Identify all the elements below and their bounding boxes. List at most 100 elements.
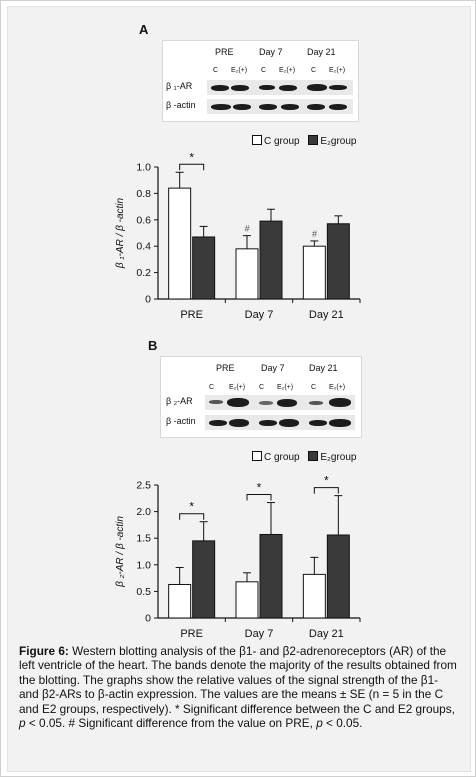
blot-a-strip-target bbox=[207, 80, 353, 95]
panel-b-letter: B bbox=[148, 338, 158, 353]
blot-b-lane-4: E₂(+) bbox=[277, 384, 294, 391]
blot-band bbox=[277, 399, 297, 407]
legend-label-e2: E₂group bbox=[320, 452, 357, 463]
blot-band bbox=[233, 104, 251, 110]
blot-a-lane-5: C bbox=[311, 67, 317, 74]
blot-a-row-actin: β -actin bbox=[166, 100, 196, 110]
y-tick-label: 0.2 bbox=[136, 267, 151, 279]
legend-swatch-c bbox=[252, 451, 262, 461]
blot-b: PRE Day 7 Day 21 C E₂(+) C E₂(+) C E₂(+)… bbox=[160, 356, 362, 438]
blot-band bbox=[259, 420, 277, 426]
blot-b-strip-target bbox=[205, 395, 355, 410]
caption-text: Western blotting analysis of the β1- and… bbox=[19, 644, 457, 716]
blot-band bbox=[231, 85, 249, 91]
blot-b-lane-1: C bbox=[209, 384, 215, 391]
x-tick-label: PRE bbox=[180, 309, 203, 321]
blot-band bbox=[307, 84, 327, 91]
legend-b: C group E₂group bbox=[252, 451, 357, 463]
caption-text-2: < 0.05. # Significant difference from th… bbox=[25, 716, 317, 731]
figure-caption: Figure 6: Western blotting analysis of t… bbox=[19, 644, 459, 730]
blot-band bbox=[259, 401, 273, 405]
significance-star: * bbox=[189, 150, 194, 164]
blot-band bbox=[229, 419, 249, 427]
significance-star: * bbox=[257, 481, 262, 495]
y-axis-label: β ₂-AR / β -actin bbox=[115, 516, 126, 588]
blot-b-row-actin: β -actin bbox=[166, 416, 196, 426]
x-tick-label: Day 7 bbox=[245, 309, 274, 321]
hash-marker: # bbox=[312, 229, 318, 239]
blot-a-row-target: β ₁-AR bbox=[166, 81, 193, 91]
blot-a-lane-3: C bbox=[261, 67, 267, 74]
significance-bracket bbox=[246, 494, 272, 501]
blot-band bbox=[309, 420, 327, 426]
blot-band bbox=[279, 419, 299, 427]
blot-band bbox=[309, 401, 323, 405]
legend-label-c: C group bbox=[264, 452, 300, 463]
legend-swatch-e2 bbox=[308, 451, 319, 461]
panel-a-letter: A bbox=[139, 22, 149, 37]
blot-b-lane-5: C bbox=[311, 384, 317, 391]
blot-b-strip-actin bbox=[205, 415, 355, 430]
legend-swatch-c bbox=[252, 135, 262, 145]
significance-star: * bbox=[324, 474, 329, 488]
blot-band bbox=[329, 419, 351, 427]
legend-a: C group E₂group bbox=[252, 135, 357, 147]
blot-a-lane-1: C bbox=[213, 67, 219, 74]
significance-bracket bbox=[313, 487, 339, 494]
hash-marker: # bbox=[244, 224, 250, 234]
blot-band bbox=[211, 85, 229, 91]
blot-band bbox=[259, 85, 275, 90]
caption-text-3: < 0.05. bbox=[322, 716, 363, 731]
y-tick-label: 0.5 bbox=[136, 586, 151, 598]
blot-a-timepoint-day21: Day 21 bbox=[307, 47, 336, 57]
significance-bracket bbox=[179, 163, 205, 171]
blot-band bbox=[259, 104, 277, 110]
blot-b-timepoint-day21: Day 21 bbox=[309, 363, 338, 373]
legend-swatch-e2 bbox=[308, 135, 319, 145]
blot-band bbox=[211, 104, 231, 110]
y-tick-label: 1.0 bbox=[136, 559, 151, 571]
y-tick-label: 0.8 bbox=[136, 188, 151, 200]
blot-band bbox=[279, 85, 297, 91]
y-tick-label: 1.0 bbox=[136, 162, 151, 174]
y-tick-label: 0 bbox=[145, 613, 151, 625]
bar-c-day7 bbox=[235, 581, 259, 619]
blot-a-lane-2: E₂(+) bbox=[231, 67, 248, 74]
blot-band bbox=[307, 104, 325, 110]
bar-e2-day7 bbox=[259, 533, 283, 619]
y-tick-label: 2.5 bbox=[136, 480, 151, 492]
caption-label: Figure 6: bbox=[19, 644, 69, 658]
legend-label-c: C group bbox=[264, 136, 300, 147]
blot-a-lane-4: E₂(+) bbox=[279, 67, 296, 74]
blot-b-row-target: β ₂-AR bbox=[166, 396, 193, 406]
blot-band bbox=[281, 104, 299, 110]
blot-band bbox=[209, 400, 223, 404]
x-tick-label: Day 7 bbox=[245, 628, 274, 640]
blot-b-timepoint-pre: PRE bbox=[216, 363, 235, 373]
blot-a-lane-6: E₂(+) bbox=[329, 67, 346, 74]
y-tick-label: 1.5 bbox=[136, 533, 151, 545]
legend-label-e2: E₂group bbox=[320, 136, 357, 147]
blot-band bbox=[227, 398, 249, 407]
blot-a-timepoint-pre: PRE bbox=[215, 47, 234, 57]
bar-e2-day21 bbox=[326, 534, 350, 619]
blot-band bbox=[209, 420, 227, 426]
blot-a-strip-actin bbox=[207, 99, 353, 114]
blot-b-lane-6: E₂(+) bbox=[329, 384, 346, 391]
y-tick-label: 0.4 bbox=[136, 241, 151, 253]
blot-b-lane-3: C bbox=[259, 384, 265, 391]
y-tick-label: 2.0 bbox=[136, 506, 151, 518]
y-tick-label: 0 bbox=[145, 294, 151, 306]
x-tick-label: Day 21 bbox=[309, 628, 344, 640]
bar-e2-pre bbox=[192, 540, 216, 619]
x-tick-label: Day 21 bbox=[309, 309, 344, 321]
bar-c-day21 bbox=[302, 573, 326, 619]
blot-a-timepoint-day7: Day 7 bbox=[259, 47, 283, 57]
y-tick-label: 0.6 bbox=[136, 214, 151, 226]
x-tick-label: PRE bbox=[180, 628, 203, 640]
blot-band bbox=[329, 104, 347, 110]
bar-c-pre bbox=[168, 583, 192, 619]
blot-b-timepoint-day7: Day 7 bbox=[261, 363, 285, 373]
